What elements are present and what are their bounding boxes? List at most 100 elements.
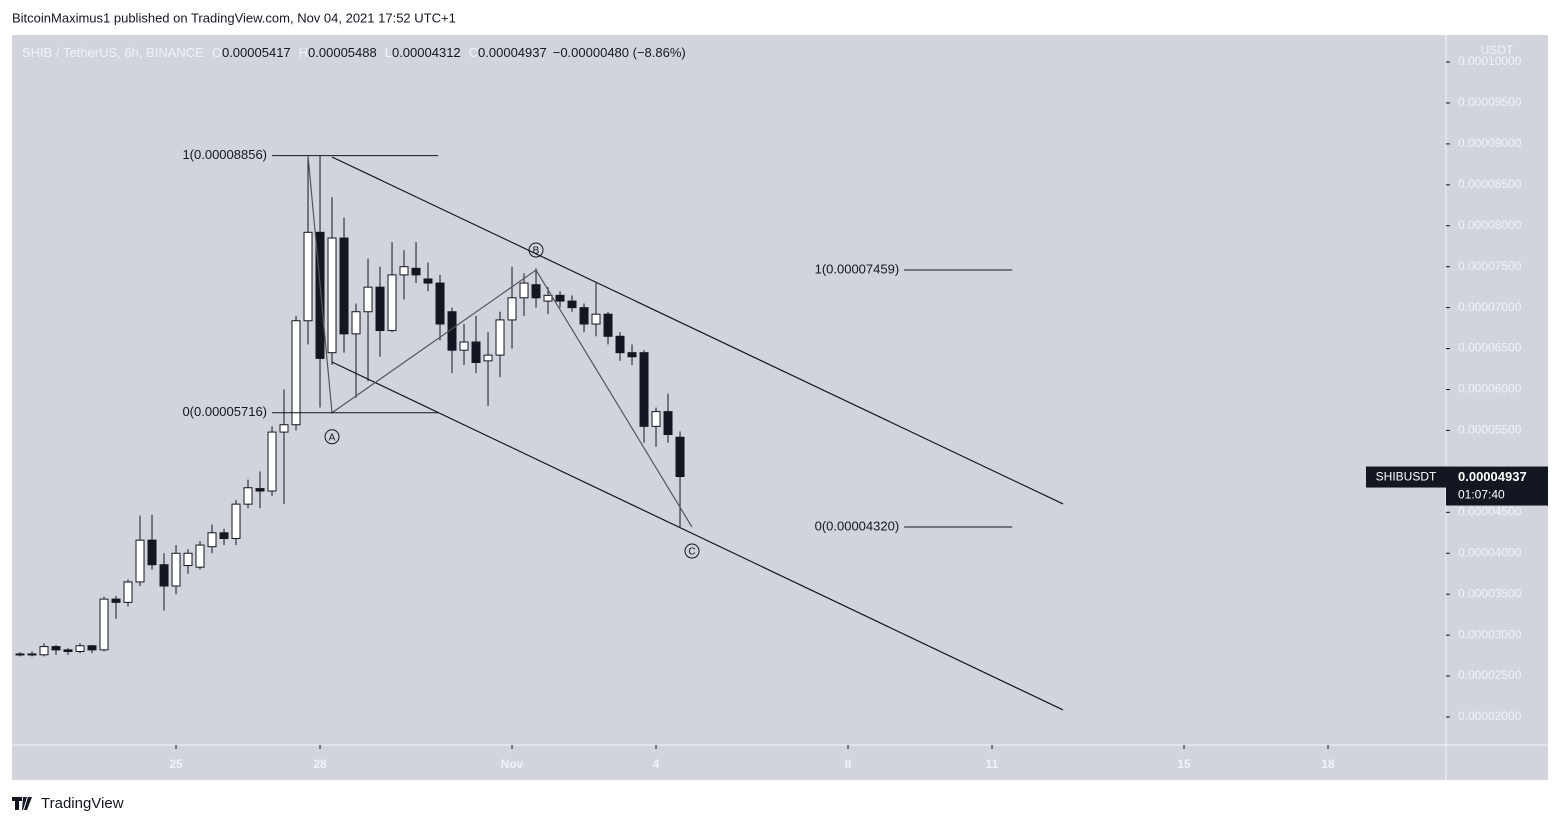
candle-body [399, 266, 409, 276]
axis-unit: USDT [1481, 43, 1514, 57]
y-tick-label: 0.00006500 [1458, 341, 1522, 355]
candle-body [135, 539, 145, 583]
candle-body [147, 539, 157, 566]
y-tick-label: 0.00007500 [1458, 259, 1522, 273]
x-tick-label: Nov [501, 757, 524, 771]
wave-label: C [688, 547, 695, 558]
ohlc-key: C [469, 45, 478, 60]
x-tick-label: 25 [169, 757, 183, 771]
fib-label: 0(0.00005716) [182, 404, 267, 419]
candle-body [519, 282, 529, 299]
candle-body [507, 297, 517, 321]
y-tick-label: 0.00006000 [1458, 382, 1522, 396]
ohlc-value: 0.00004312 [392, 45, 461, 60]
countdown: 01:07:40 [1458, 488, 1505, 502]
candle-body [627, 352, 637, 358]
y-tick-label: 0.00005500 [1458, 423, 1522, 437]
x-tick-label: 8 [845, 757, 852, 771]
candle-body [207, 532, 217, 548]
ohlc-value: 0.00005417 [222, 45, 291, 60]
candle-body [363, 286, 373, 313]
candle-body [639, 352, 649, 427]
fib-label: 0(0.00004320) [815, 518, 900, 533]
symbol-tag-label: SHIBUSDT [1376, 470, 1437, 484]
header: SHIB / TetherUS, 6h, BINANCE O0.00005417 H… [22, 45, 686, 60]
candle-body [75, 645, 85, 653]
y-tick-label: 0.00009000 [1458, 136, 1522, 150]
candle-body [27, 653, 37, 656]
wave-zigzag [307, 155, 693, 528]
chart-background [12, 35, 1548, 780]
candle-body [567, 300, 577, 309]
candle-body [267, 431, 277, 492]
candle-body [291, 320, 301, 426]
candle-body [483, 354, 493, 362]
price-tag [1446, 466, 1548, 506]
candle-body [651, 411, 661, 427]
fib-label: 1(0.00007459) [815, 261, 900, 276]
y-tick-label: 0.00008500 [1458, 177, 1522, 191]
candle-body [327, 237, 337, 354]
candle-body [231, 503, 241, 540]
footer-brand: TradingView [41, 795, 124, 812]
candle-body [183, 552, 193, 567]
candle-body [351, 311, 361, 335]
candle-body [615, 335, 625, 354]
change: −0.00000480 (−8.86%) [553, 45, 686, 60]
ohlc-key: O [212, 45, 222, 60]
candle-body [555, 294, 565, 302]
candle-body [123, 581, 133, 603]
candle-body [315, 231, 325, 359]
x-tick-label: 15 [1177, 757, 1191, 771]
candle-body [111, 598, 121, 603]
candle-body [219, 532, 229, 540]
candle-body [435, 282, 445, 325]
y-tick-label: 0.00007000 [1458, 300, 1522, 314]
candle-body [543, 294, 553, 302]
ohlc-value: 0.00005488 [308, 45, 377, 60]
candle-body [531, 284, 541, 299]
tv-logo [12, 797, 32, 810]
publish-line: BitcoinMaximus1 published on TradingView… [12, 10, 456, 25]
x-tick-label: 28 [313, 757, 327, 771]
candle-body [579, 307, 589, 325]
y-tick-label: 0.00004000 [1458, 545, 1522, 559]
y-tick-label: 0.00002500 [1458, 668, 1522, 682]
y-tick-label: 0.00003000 [1458, 627, 1522, 641]
wave-marker [324, 429, 340, 445]
candle-body [411, 267, 421, 276]
candle-body [195, 544, 205, 568]
y-tick-label: 0.00004500 [1458, 504, 1522, 518]
candle-body [159, 564, 169, 587]
y-tick-label: 0.00002000 [1458, 709, 1522, 723]
candle-body [375, 286, 385, 332]
candle-body [423, 278, 433, 284]
candle-body [87, 645, 97, 651]
wave-label: A [329, 432, 336, 443]
candle-body [303, 231, 313, 322]
channel-line [331, 156, 1064, 505]
candle-body [99, 598, 109, 651]
symbol-tag [1366, 466, 1446, 488]
wave-marker [684, 543, 700, 559]
wave-label: B [533, 246, 540, 257]
candle-body [603, 313, 613, 337]
x-tick-label: 11 [986, 757, 999, 771]
y-tick-label: 0.00010000 [1458, 54, 1522, 68]
ohlc-key: L [385, 45, 392, 60]
ohlc-value: 0.00004937 [478, 45, 547, 60]
y-tick-label: 0.00008000 [1458, 218, 1522, 232]
x-tick-label: 4 [653, 757, 660, 771]
x-tick-label: 18 [1321, 757, 1335, 771]
candle-body [15, 653, 25, 656]
candle-body [279, 424, 289, 433]
candle-body [591, 313, 601, 325]
candle-body [51, 646, 61, 651]
candle-body [39, 646, 49, 656]
candle-body [387, 274, 397, 332]
candle-body [663, 411, 673, 436]
y-tick-label: 0.00003500 [1458, 586, 1522, 600]
price-tag-label: 0.00004937 [1458, 469, 1527, 484]
wave-marker [528, 242, 544, 258]
channel-line [331, 361, 1064, 711]
